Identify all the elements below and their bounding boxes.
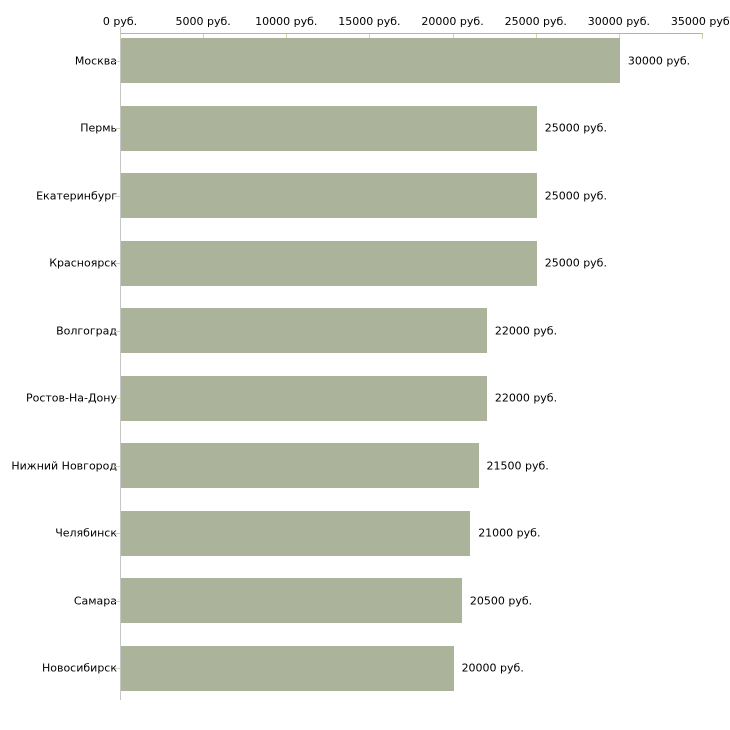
category-label: Екатеринбург [36, 189, 117, 202]
bar [121, 578, 462, 623]
category-label: Москва [74, 54, 117, 67]
bar [121, 38, 620, 83]
category-label: Челябинск [55, 526, 117, 540]
category-label: Волгоград [56, 324, 117, 337]
bar [121, 510, 471, 556]
x-axis-tick-mark [618, 34, 620, 39]
y-axis-tick-mark [115, 533, 120, 534]
value-label: 22000 руб. [494, 391, 558, 405]
x-axis-tick-label: 10000 руб. [255, 15, 318, 28]
value-label: 30000 руб. [627, 54, 691, 67]
x-axis-tick-label: 25000 руб. [504, 15, 567, 28]
x-axis-tick-mark [535, 34, 537, 39]
y-axis-tick-mark [115, 600, 120, 602]
value-label: 25000 руб. [544, 121, 607, 135]
x-axis-tick-label: 0 руб. [102, 15, 138, 28]
y-axis-tick-mark [115, 330, 120, 332]
y-axis-tick-mark [115, 668, 120, 669]
bar [121, 308, 487, 353]
x-axis-tick-label: 35000 руб. [670, 15, 730, 28]
value-label: 21000 руб. [478, 526, 541, 540]
bar [121, 105, 537, 151]
y-axis-tick-mark [115, 398, 120, 399]
x-axis-tick-label: 5000 руб. [175, 15, 231, 28]
x-axis-tick-mark [452, 34, 454, 39]
y-axis-tick-mark [115, 60, 120, 62]
value-label: 20000 руб. [461, 661, 524, 675]
y-axis-tick-mark [115, 195, 120, 197]
x-axis-tick-mark [120, 34, 121, 39]
category-label: Ростов-На-Дону [25, 391, 117, 405]
bar [121, 173, 537, 218]
category-label: Самара [73, 594, 117, 607]
bar [121, 240, 537, 286]
value-label: 20500 руб. [469, 594, 533, 607]
x-axis-tick-label: 30000 руб. [587, 15, 650, 28]
value-label: 25000 руб. [544, 256, 607, 270]
y-axis-tick-mark [115, 465, 120, 467]
x-axis-tick-mark [286, 34, 288, 39]
x-axis-tick-label: 20000 руб. [421, 15, 484, 28]
x-axis-line [120, 33, 703, 34]
bar [121, 443, 479, 488]
category-label: Новосибирск [41, 661, 117, 675]
y-axis-line [120, 27, 121, 700]
category-label: Красноярск [49, 256, 117, 270]
value-label: 22000 руб. [494, 324, 558, 337]
y-axis-tick-mark [115, 128, 120, 129]
x-axis-tick-mark [203, 34, 205, 39]
category-label: Нижний Новгород [11, 459, 117, 472]
category-label: Пермь [80, 121, 117, 135]
value-label: 25000 руб. [544, 189, 607, 202]
x-axis-tick-label: 15000 руб. [338, 15, 401, 28]
bar [121, 645, 454, 691]
bar [121, 375, 487, 421]
value-label: 21500 руб. [486, 459, 549, 472]
y-axis-tick-mark [115, 263, 120, 264]
x-axis-tick-mark [702, 34, 703, 39]
x-axis-tick-mark [369, 34, 371, 39]
